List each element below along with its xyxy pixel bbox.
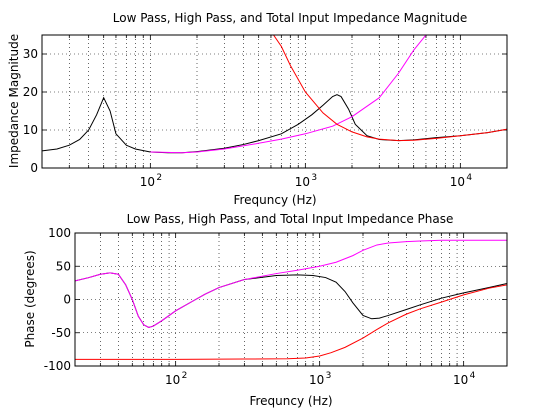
phase-grid [75,233,507,366]
x-tick-label: 10 [309,373,324,387]
y-tick-label: 100 [48,226,71,240]
x-tick-label-exponent: 4 [466,173,472,183]
y-tick-label: -50 [51,326,71,340]
y-tick-label: 50 [56,259,71,273]
phase-y-axis-label: Phase (degrees) [23,250,37,347]
magnitude-series-line-2 [272,35,507,142]
y-tick-label: -100 [44,359,71,373]
magnitude-chart: Low Pass, High Pass, and Total Input Imp… [7,11,508,207]
magnitude-y-axis-label: Impedance Magnitude [7,34,21,168]
magnitude-series [42,35,507,154]
x-tick-label: 10 [295,175,310,189]
x-tick-label-exponent: 3 [311,173,317,183]
x-tick-label: 10 [453,373,468,387]
phase-plot-border [74,232,508,367]
phase-series [75,239,507,360]
x-tick-label: 10 [450,175,465,189]
magnitude-grid [42,35,507,168]
x-tick-label-exponent: 3 [326,371,332,381]
phase-x-axis-label: Frequncy (Hz) [249,394,332,408]
x-tick-label-exponent: 2 [182,371,188,381]
y-tick-label: 10 [23,123,38,137]
x-tick-label: 10 [165,373,180,387]
phase-chart: Low Pass, High Pass, and Total Input Imp… [23,212,508,408]
x-tick-label: 10 [140,175,155,189]
y-tick-label: 0 [63,293,71,307]
x-tick-label-exponent: 4 [470,371,476,381]
y-tick-label: 30 [23,47,38,61]
y-tick-label: 20 [23,85,38,99]
magnitude-plot-border [41,34,508,169]
magnitude-chart-title: Low Pass, High Pass, and Total Input Imp… [113,11,468,25]
magnitude-x-axis-label: Frequncy (Hz) [233,193,316,207]
phase-chart-title: Low Pass, High Pass, and Total Input Imp… [127,212,454,226]
phase-series-line-1 [75,239,507,328]
x-tick-label-exponent: 2 [156,173,162,183]
magnitude-series-line-1 [150,35,427,154]
magnitude-plot-area [41,34,508,169]
phase-series-line-2 [75,284,507,360]
y-tick-label: 0 [30,161,38,175]
